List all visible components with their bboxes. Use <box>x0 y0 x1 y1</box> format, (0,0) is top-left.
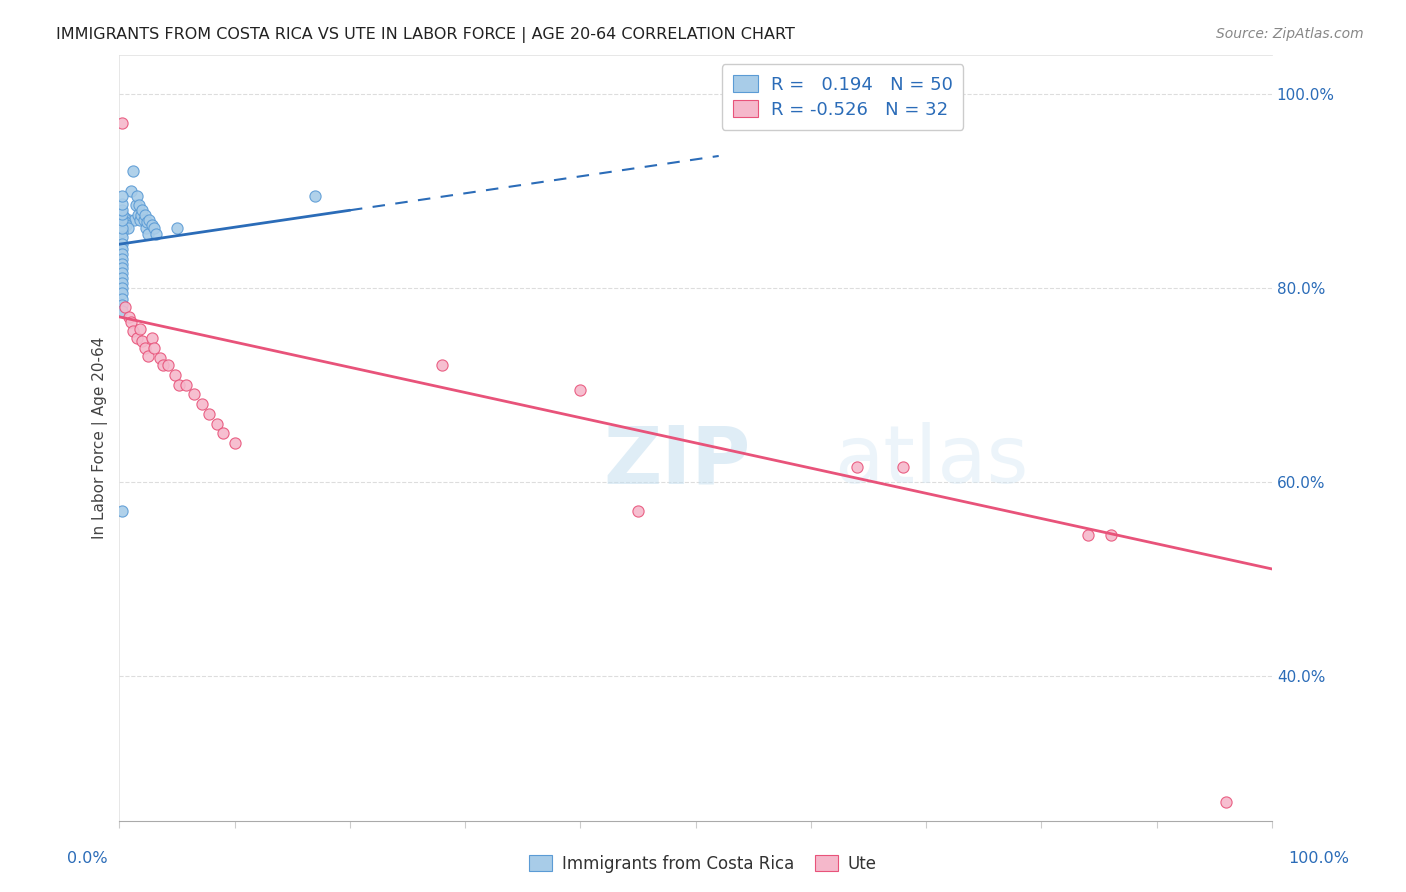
Point <box>846 460 869 475</box>
Point <box>143 220 166 235</box>
Point <box>1099 528 1122 542</box>
Point <box>111 304 134 318</box>
Point <box>118 310 141 324</box>
Point <box>143 341 166 355</box>
Point <box>111 220 134 235</box>
Point <box>111 213 134 227</box>
Point <box>134 341 156 355</box>
Point <box>152 359 174 373</box>
Point <box>169 377 191 392</box>
Point <box>136 227 159 242</box>
Point <box>114 300 136 314</box>
Point <box>135 220 157 235</box>
Point <box>124 213 146 227</box>
Point <box>114 215 136 229</box>
Point <box>111 281 134 295</box>
Point <box>569 383 592 397</box>
Point <box>136 349 159 363</box>
Point <box>117 220 139 235</box>
Text: 0.0%: 0.0% <box>67 851 107 865</box>
Point <box>111 203 134 218</box>
Point <box>125 331 148 345</box>
Point <box>111 225 134 239</box>
Point <box>127 208 149 222</box>
Point <box>1215 795 1237 809</box>
Point <box>112 210 135 224</box>
Point <box>115 218 138 232</box>
Text: 100.0%: 100.0% <box>1288 851 1350 865</box>
Point <box>163 368 186 382</box>
Text: IMMIGRANTS FROM COSTA RICA VS UTE IN LABOR FORCE | AGE 20-64 CORRELATION CHART: IMMIGRANTS FROM COSTA RICA VS UTE IN LAB… <box>56 27 796 43</box>
Point <box>212 426 235 441</box>
Point <box>134 208 156 222</box>
Point <box>111 230 134 244</box>
Point <box>111 207 134 221</box>
Point <box>111 237 134 252</box>
Point <box>132 213 155 227</box>
Legend: R =   0.194   N = 50, R = -0.526   N = 32: R = 0.194 N = 50, R = -0.526 N = 32 <box>721 64 963 129</box>
Point <box>141 218 163 232</box>
Text: Source: ZipAtlas.com: Source: ZipAtlas.com <box>1216 27 1364 41</box>
Point <box>122 164 145 178</box>
Point <box>224 436 246 450</box>
Point <box>111 188 134 202</box>
Point <box>124 198 146 212</box>
Point <box>111 285 134 300</box>
Point <box>129 213 152 227</box>
Point <box>111 298 134 312</box>
Point <box>120 315 142 329</box>
Point <box>141 331 163 345</box>
Point <box>138 213 160 227</box>
Point <box>131 203 153 218</box>
Point <box>207 417 229 431</box>
Point <box>111 276 134 290</box>
Point <box>136 215 159 229</box>
Point <box>156 359 179 373</box>
Point <box>131 208 153 222</box>
Legend: Immigrants from Costa Rica, Ute: Immigrants from Costa Rica, Ute <box>523 848 883 880</box>
Point <box>166 220 188 235</box>
Point <box>129 321 152 335</box>
Y-axis label: In Labor Force | Age 20-64: In Labor Force | Age 20-64 <box>93 337 108 540</box>
Point <box>131 334 153 348</box>
Point <box>183 387 205 401</box>
Point <box>111 266 134 280</box>
Point <box>111 213 134 227</box>
Point <box>111 504 134 518</box>
Point <box>198 407 221 421</box>
Point <box>145 227 167 242</box>
Point <box>120 184 142 198</box>
Point <box>128 198 150 212</box>
Point <box>111 271 134 285</box>
Point <box>1076 528 1098 542</box>
Point <box>111 261 134 276</box>
Text: atlas: atlas <box>834 422 1028 500</box>
Point <box>125 188 148 202</box>
Point <box>122 325 145 339</box>
Text: ZIP: ZIP <box>603 422 751 500</box>
Point <box>191 397 214 411</box>
Point <box>111 247 134 261</box>
Point <box>627 504 650 518</box>
Point <box>111 116 134 130</box>
Point <box>174 377 197 392</box>
Point <box>149 351 172 365</box>
Point <box>891 460 914 475</box>
Point <box>111 256 134 270</box>
Point <box>111 197 134 211</box>
Point <box>111 242 134 256</box>
Point <box>430 359 453 373</box>
Point <box>118 213 141 227</box>
Point <box>111 252 134 266</box>
Point <box>111 293 134 307</box>
Point <box>304 188 326 202</box>
